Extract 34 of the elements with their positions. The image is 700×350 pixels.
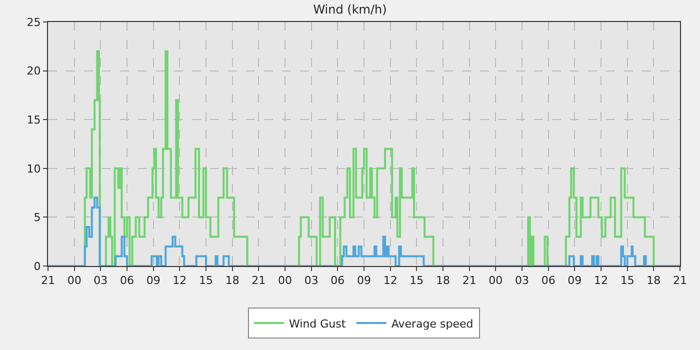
- x-tick-label: 18: [436, 274, 450, 288]
- x-tick-label: 21: [462, 274, 476, 288]
- y-tick-label: 20: [26, 64, 41, 78]
- legend-label: Wind Gust: [289, 317, 346, 330]
- x-tick-label: 03: [94, 274, 108, 288]
- x-tick-label: 21: [673, 274, 687, 288]
- x-tick-label: 15: [410, 274, 424, 288]
- x-tick-label: 12: [594, 274, 608, 288]
- x-tick-label: 18: [646, 274, 661, 288]
- x-tick-label: 00: [278, 274, 292, 288]
- y-tick-label: 10: [26, 162, 41, 176]
- x-tick-label: 00: [488, 274, 503, 288]
- y-tick-label: 15: [26, 113, 41, 126]
- x-tick-label: 12: [172, 274, 187, 288]
- x-tick-label: 15: [620, 274, 634, 288]
- x-tick-label: 06: [120, 274, 134, 288]
- y-tick-label: 5: [34, 211, 41, 224]
- x-tick-label: 18: [225, 274, 240, 288]
- x-tick-label: 09: [357, 274, 371, 288]
- x-tick-label: 09: [568, 274, 582, 288]
- x-tick-label: 09: [146, 274, 160, 288]
- x-tick-label: 21: [41, 274, 55, 288]
- x-tick-label: 00: [67, 274, 82, 288]
- x-tick-label: 03: [304, 274, 318, 288]
- x-tick-label: 06: [330, 274, 345, 288]
- y-tick-label: 0: [34, 260, 41, 273]
- x-tick-label: 06: [541, 274, 556, 288]
- y-tick-label: 25: [26, 16, 41, 29]
- x-tick-label: 03: [515, 274, 529, 288]
- legend-label: Average speed: [391, 317, 474, 330]
- chart-title: Wind (km/h): [313, 2, 387, 17]
- x-tick-label: 12: [383, 274, 398, 288]
- x-tick-label: 21: [252, 274, 266, 288]
- x-tick-label: 15: [199, 274, 213, 288]
